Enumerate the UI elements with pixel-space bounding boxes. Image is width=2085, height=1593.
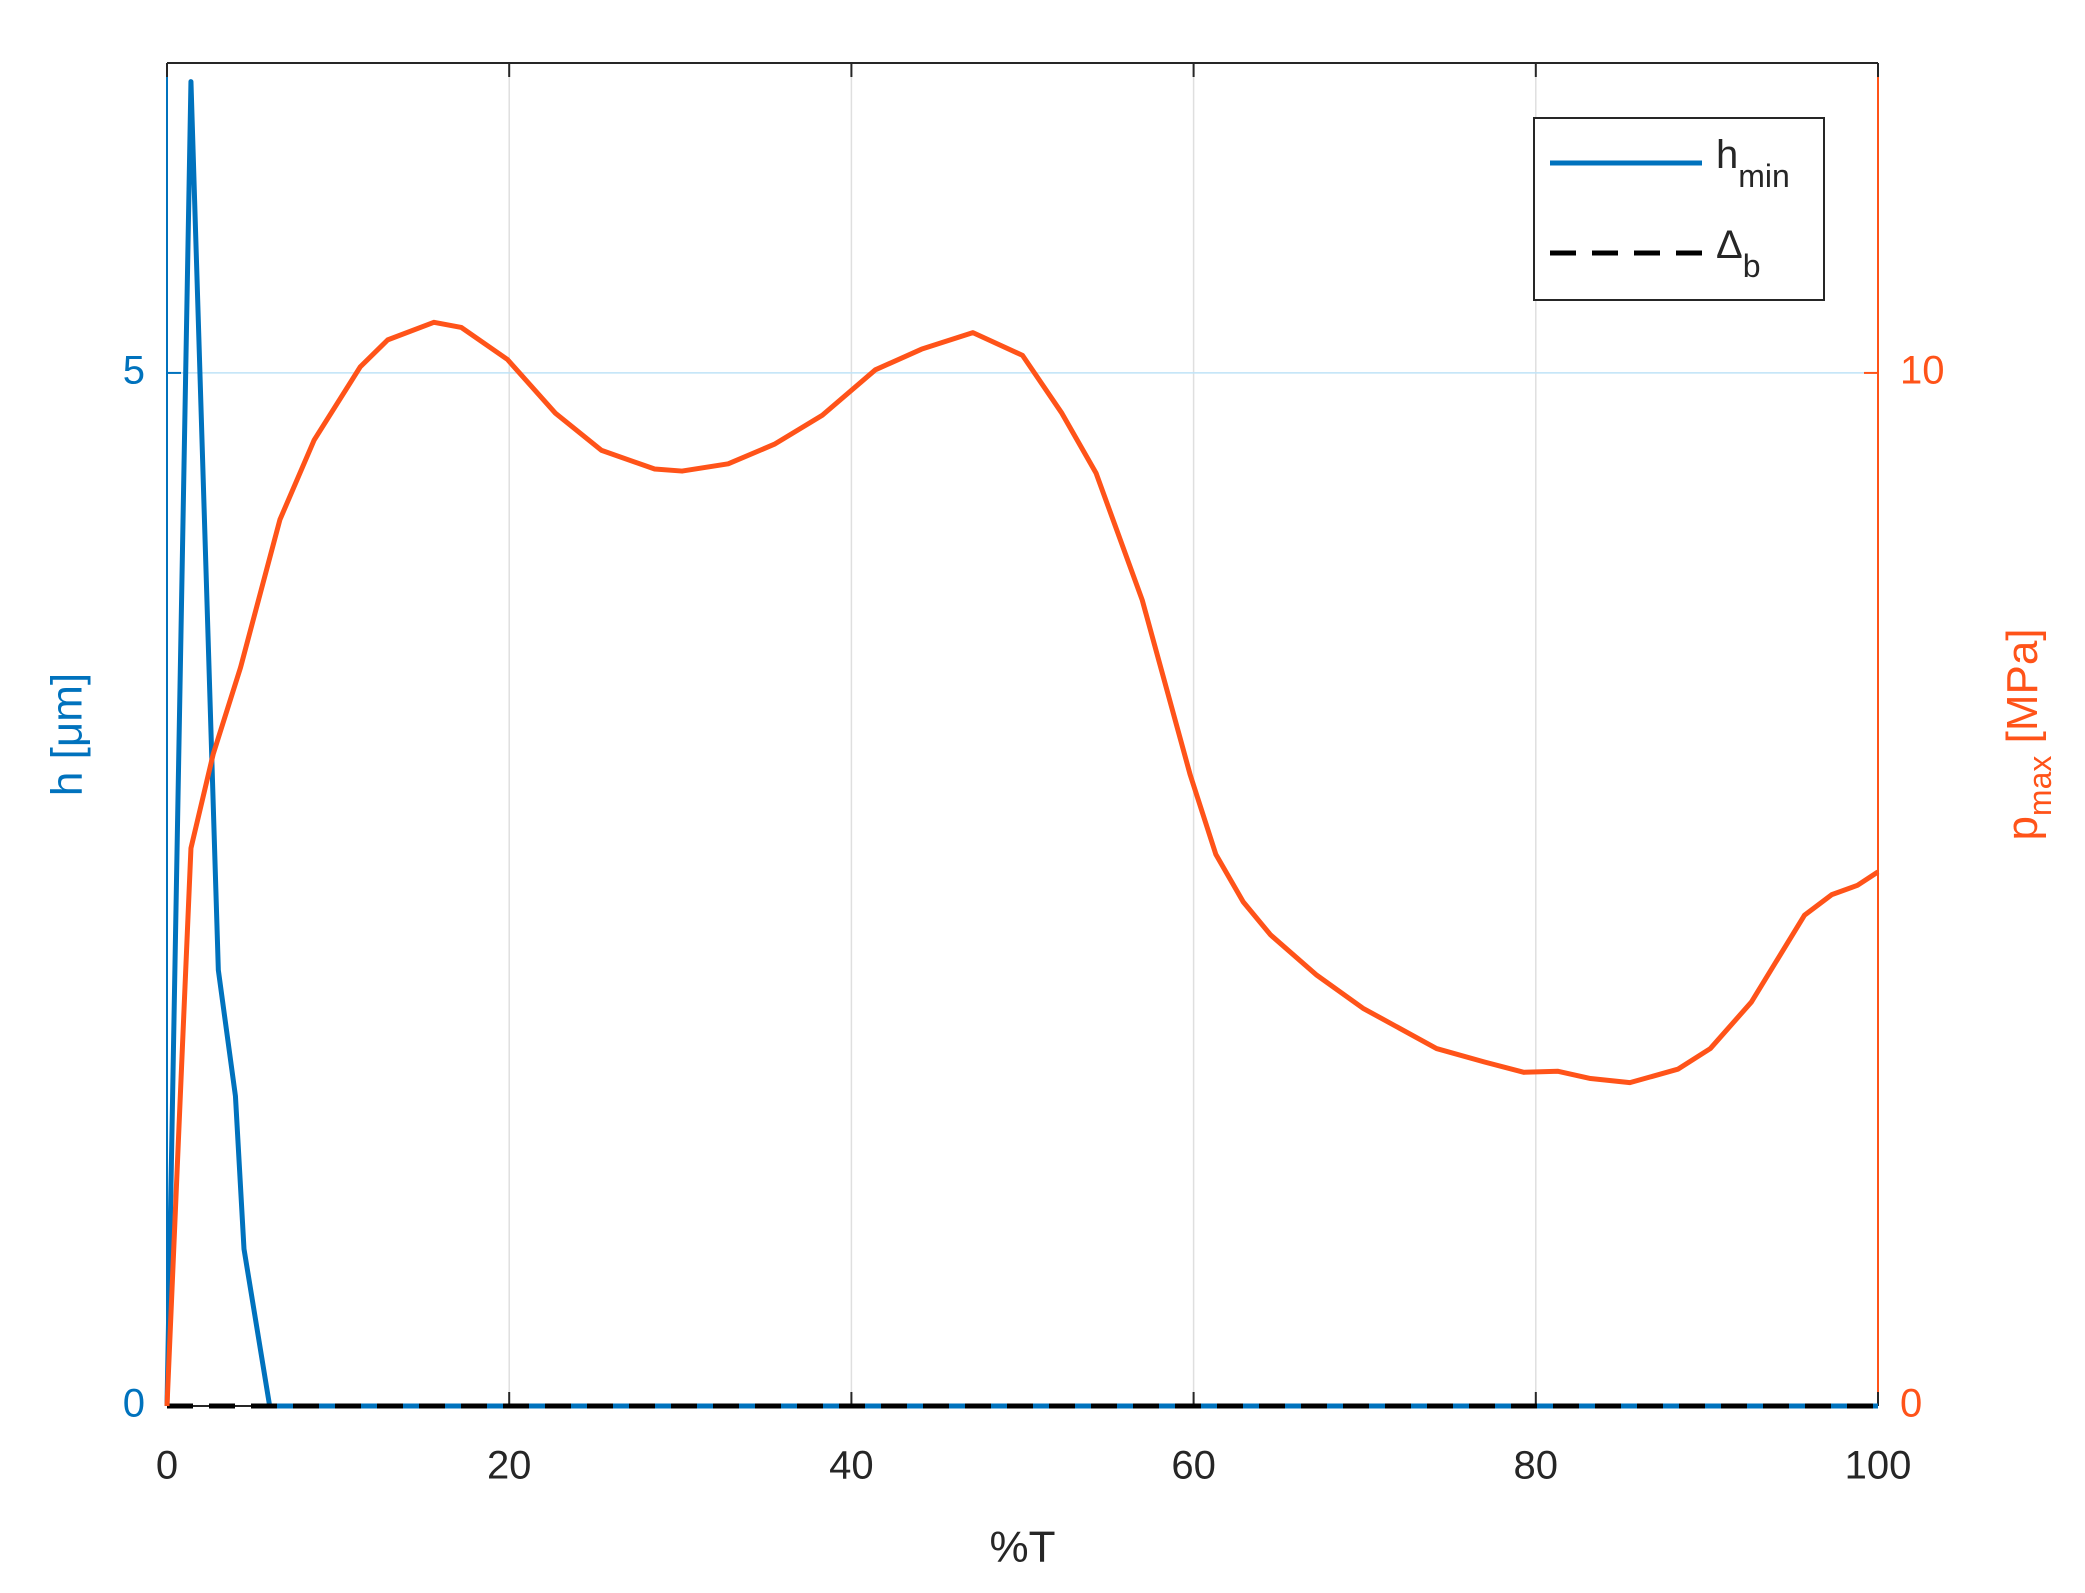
x-tick-label: 100 bbox=[1845, 1444, 1912, 1488]
x-tick-label: 0 bbox=[156, 1444, 178, 1488]
y2-label-main: p bbox=[1998, 816, 2047, 840]
legend-subscript: b bbox=[1743, 248, 1761, 284]
x-axis-label: %T bbox=[990, 1523, 1056, 1572]
legend-name: h bbox=[1716, 133, 1738, 177]
legend-label: Δb bbox=[1716, 223, 1761, 285]
legend-name: Δ bbox=[1716, 223, 1743, 267]
y2-tick-label: 0 bbox=[1900, 1382, 1922, 1426]
y2-tick-label: 10 bbox=[1900, 348, 1945, 392]
y2-label-sub: max bbox=[2022, 756, 2058, 816]
y-tick-label: 0 bbox=[123, 1382, 145, 1426]
x-tick-label: 20 bbox=[487, 1444, 532, 1488]
legend-subscript: min bbox=[1738, 158, 1790, 194]
y2-label-rest: [MPa] bbox=[1998, 628, 2047, 755]
y-axis-label: h [μm] bbox=[43, 673, 92, 796]
x-tick-label: 60 bbox=[1171, 1444, 1216, 1488]
y2-axis-label: pmax [MPa] bbox=[1998, 628, 2059, 840]
legend-label: hmin bbox=[1716, 133, 1790, 195]
x-tick-label: 40 bbox=[829, 1444, 874, 1488]
series-line bbox=[164, 319, 1880, 1407]
y-tick-label: 5 bbox=[123, 348, 145, 392]
x-tick-label: 80 bbox=[1514, 1444, 1559, 1488]
legend-box bbox=[1533, 117, 1825, 301]
